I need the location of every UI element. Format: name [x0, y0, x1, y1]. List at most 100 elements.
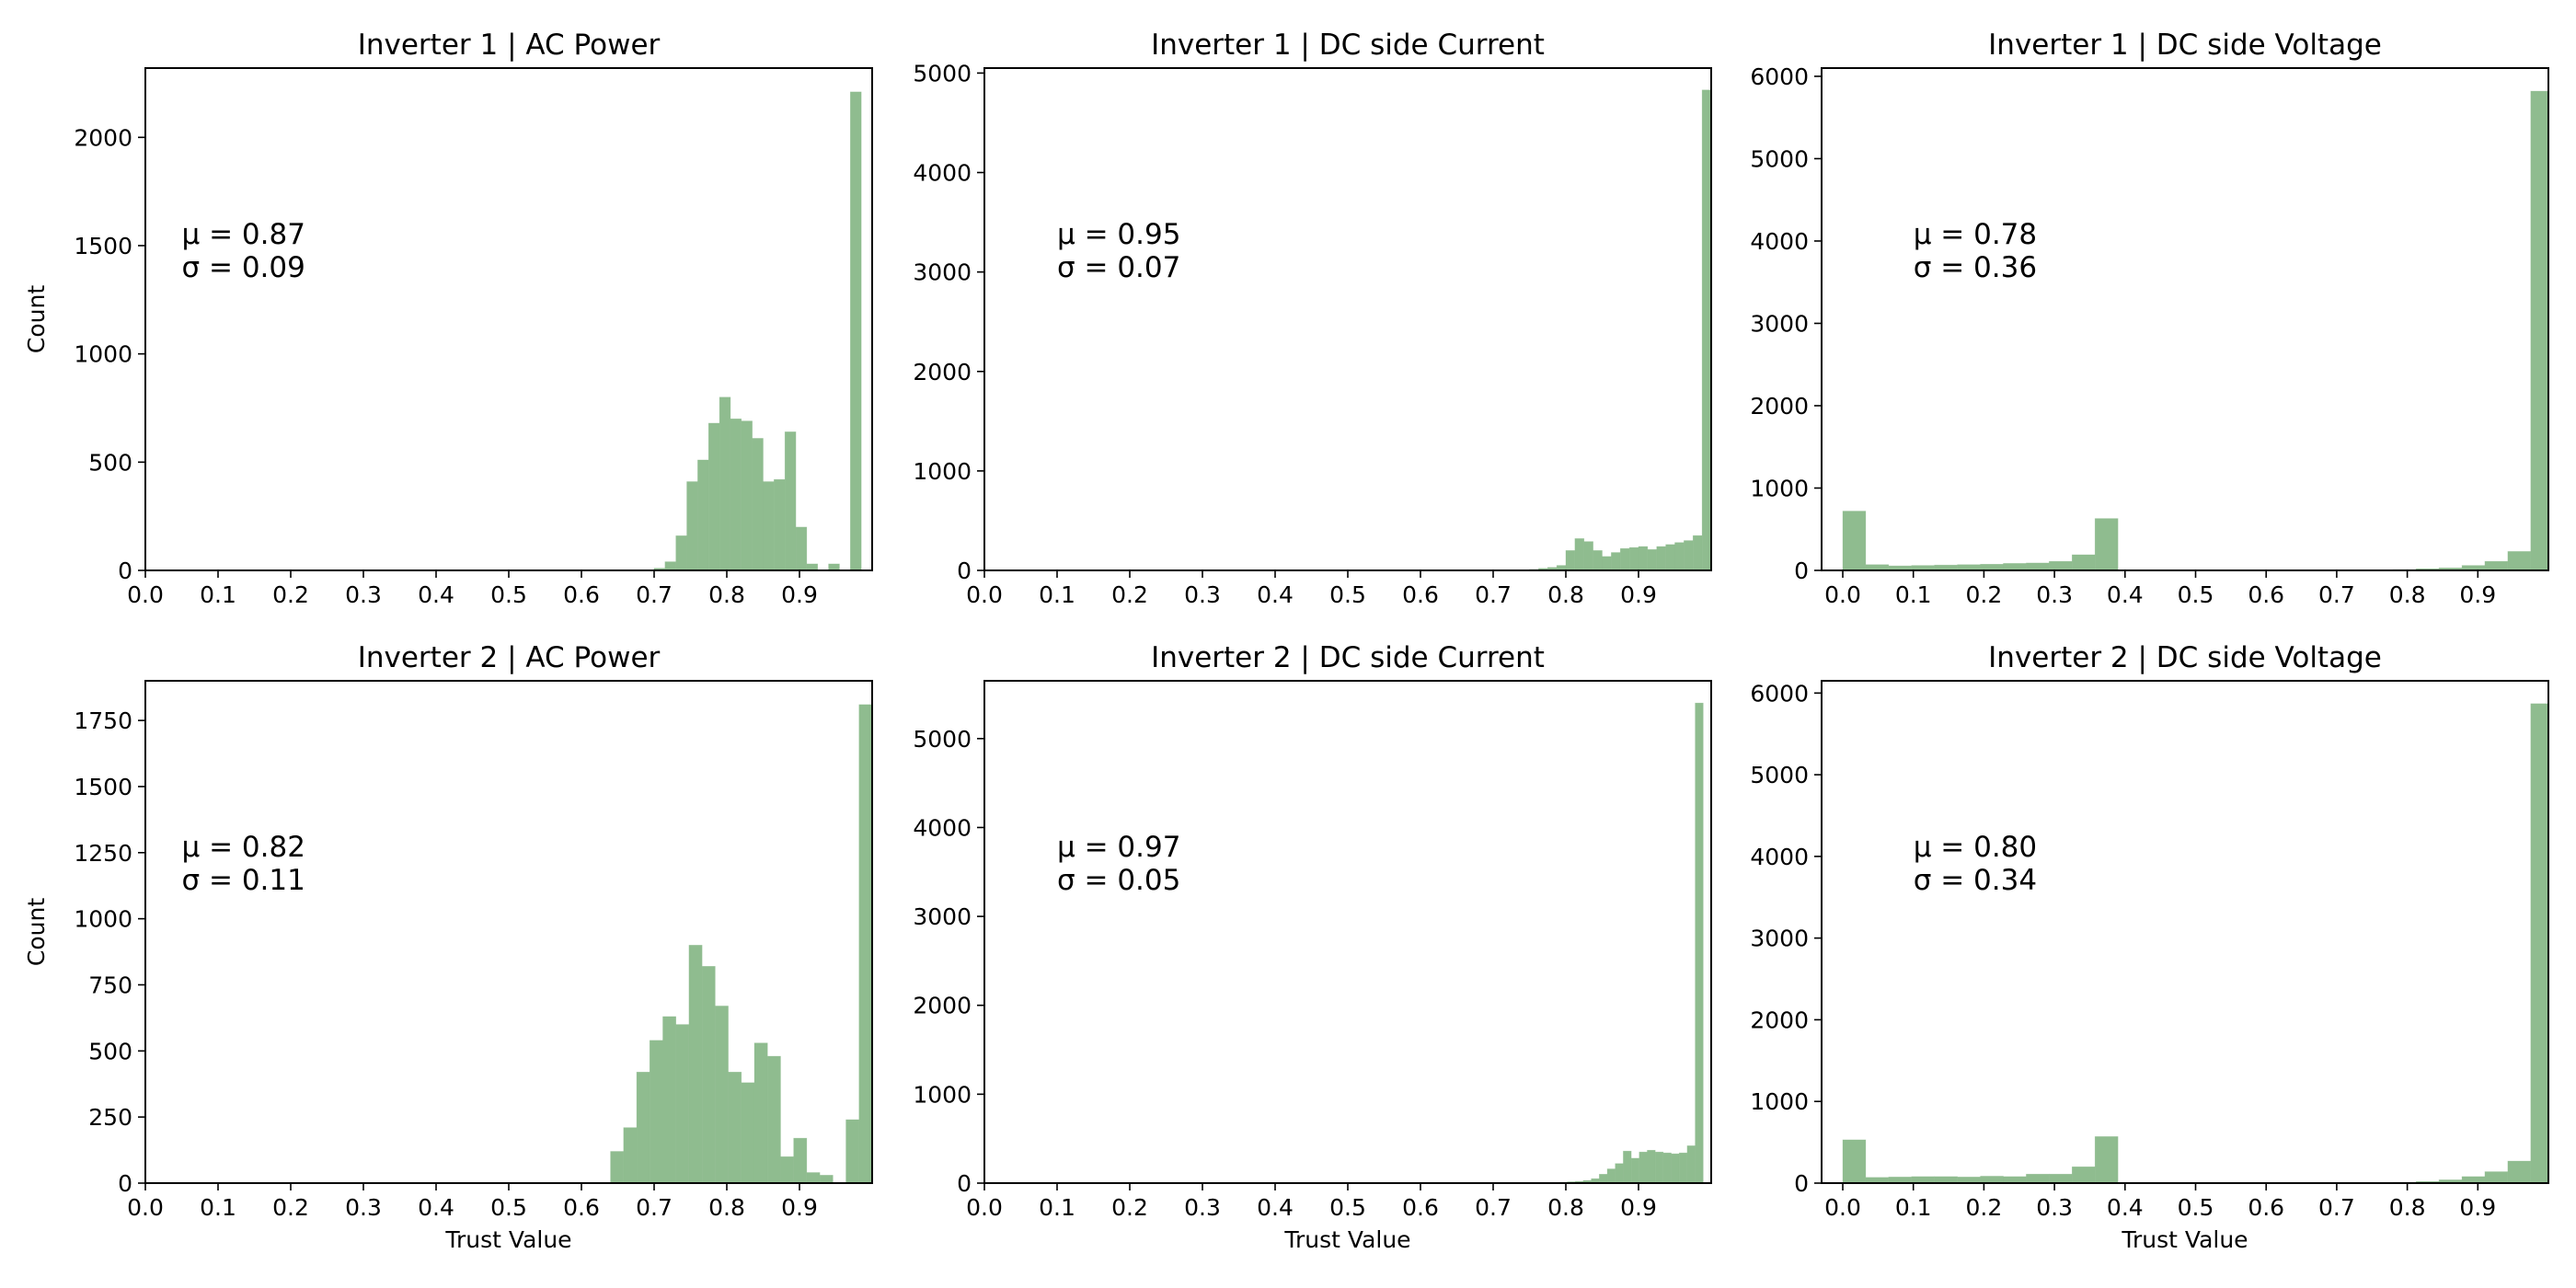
histogram-bar [2461, 1176, 2486, 1184]
histogram-bar [845, 1119, 860, 1184]
histogram-bar [2049, 1173, 2073, 1184]
histogram-bar [2071, 1166, 2096, 1184]
histogram-bar [1615, 1163, 1624, 1184]
histogram-bar [795, 526, 808, 571]
bars [1842, 703, 2549, 1184]
y-tick-label: 4000 [1750, 844, 1809, 870]
x-tick-label: 0.8 [708, 581, 745, 608]
x-tick-label: 0.3 [1184, 581, 1221, 608]
x-tick-label: 0.5 [490, 581, 527, 608]
mean-annotation: μ = 0.95 [1057, 218, 1180, 251]
histogram-bar [1654, 1151, 1664, 1184]
histogram-bar [1980, 563, 2004, 571]
x-tick-label: 0.8 [708, 1194, 745, 1221]
histogram-bar [1842, 1139, 1867, 1184]
x-tick-label: 0.8 [1547, 581, 1584, 608]
std-annotation: σ = 0.09 [182, 251, 305, 284]
histogram-bar [1583, 541, 1593, 571]
subplot-5: 0.0 0.1 0.2 0.3 0.4 0.5 0.6 0.7 0.8 0.9 0 1000 2000 3… [913, 641, 1712, 1253]
std-annotation: σ = 0.34 [1914, 864, 2037, 897]
x-axis-label: Trust Value [444, 1226, 571, 1253]
x-tick-label: 0.9 [1620, 581, 1657, 608]
x-tick-label: 0.0 [127, 581, 164, 608]
histogram-bar [753, 1042, 768, 1184]
x-tick-label: 0.8 [1547, 1194, 1584, 1221]
y-tick-label: 3000 [913, 903, 972, 930]
axes-frame [1821, 67, 2549, 571]
x-tick-label: 0.0 [1824, 581, 1861, 608]
histogram-bar [849, 91, 862, 571]
x-tick-label: 0.5 [490, 1194, 527, 1221]
x-tick-label: 0.3 [2036, 1194, 2073, 1221]
x-tick-label: 0.7 [636, 1194, 673, 1221]
histogram-bar [2484, 560, 2509, 571]
std-annotation: σ = 0.11 [182, 864, 305, 897]
y-tick-label: 5000 [913, 60, 972, 86]
x-tick-label: 0.9 [2459, 581, 2496, 608]
histogram-bar [697, 459, 709, 571]
histogram-bar [623, 1127, 638, 1184]
histogram-bar [780, 1156, 794, 1184]
x-tick-label: 0.4 [1257, 581, 1294, 608]
std-annotation: σ = 0.36 [1914, 251, 2037, 284]
histogram-bar [1638, 546, 1649, 571]
histogram-bar [688, 945, 703, 1184]
y-tick-label: 4000 [913, 160, 972, 187]
subplot-1: 0.0 0.1 0.2 0.3 0.4 0.5 0.6 0.7 0.8 0.9 0 500 1000 15… [23, 29, 873, 608]
histogram-bar [649, 1040, 663, 1184]
histogram-bar [806, 563, 819, 571]
histogram-bar [1628, 546, 1639, 571]
y-tick-label: 750 [88, 972, 132, 998]
histogram-bar [858, 704, 873, 1184]
x-tick-label: 0.5 [2178, 1194, 2214, 1221]
histogram-bar [1593, 550, 1603, 571]
y-tick-label: 0 [1794, 558, 1809, 584]
histogram-bar [2049, 560, 2073, 571]
subplot-title: Inverter 2 | DC side Current [1151, 641, 1545, 674]
histogram-bar [715, 1006, 729, 1184]
histogram-bar [2094, 1136, 2119, 1184]
y-tick-label: 1000 [1750, 1088, 1809, 1115]
x-tick-label: 0.5 [2178, 581, 2214, 608]
subplot-title: Inverter 1 | DC side Current [1151, 29, 1545, 62]
y-tick-label: 2000 [913, 993, 972, 1019]
histogram-bar [2003, 1176, 2027, 1184]
histogram-bar [1602, 556, 1612, 571]
histogram-bar [1842, 511, 1867, 571]
y-tick-label: 1750 [74, 707, 132, 734]
y-tick-label: 3000 [913, 259, 972, 286]
y-tick-label: 5000 [1750, 145, 1809, 172]
y-tick-label: 1000 [913, 458, 972, 485]
histogram-bar [2484, 1171, 2509, 1184]
histogram-bar [1686, 1145, 1696, 1184]
y-tick-label: 5000 [913, 726, 972, 753]
histogram-bar [675, 535, 687, 571]
x-tick-label: 0.1 [200, 1194, 236, 1221]
histogram-bar [1662, 1152, 1672, 1184]
x-tick-label: 0.4 [2107, 1194, 2144, 1221]
histogram-bar [636, 1072, 650, 1184]
histogram-bar [1695, 702, 1704, 1184]
x-tick-label: 0.0 [1824, 1194, 1861, 1221]
histogram-bar [1647, 1149, 1656, 1184]
y-tick-label: 2000 [1750, 1006, 1809, 1033]
y-tick-label: 4000 [1750, 228, 1809, 255]
x-tick-label: 0.7 [2318, 1194, 2355, 1221]
x-tick-label: 0.6 [2248, 1194, 2284, 1221]
histogram-bar [828, 563, 840, 571]
mean-annotation: μ = 0.87 [182, 218, 305, 251]
y-tick-label: 2000 [1750, 393, 1809, 420]
histogram-bar [1619, 547, 1630, 571]
y-tick-label: 2000 [913, 359, 972, 385]
bars [1550, 702, 1704, 1184]
x-tick-label: 0.2 [272, 1194, 309, 1221]
y-tick-label: 0 [118, 1170, 132, 1197]
x-tick-label: 0.6 [563, 1194, 600, 1221]
histogram-bar [793, 1137, 808, 1184]
histogram-bar [1656, 546, 1666, 571]
histogram-bar [752, 438, 764, 571]
y-tick-label: 3000 [1750, 310, 1809, 337]
histogram-bar [806, 1172, 821, 1184]
